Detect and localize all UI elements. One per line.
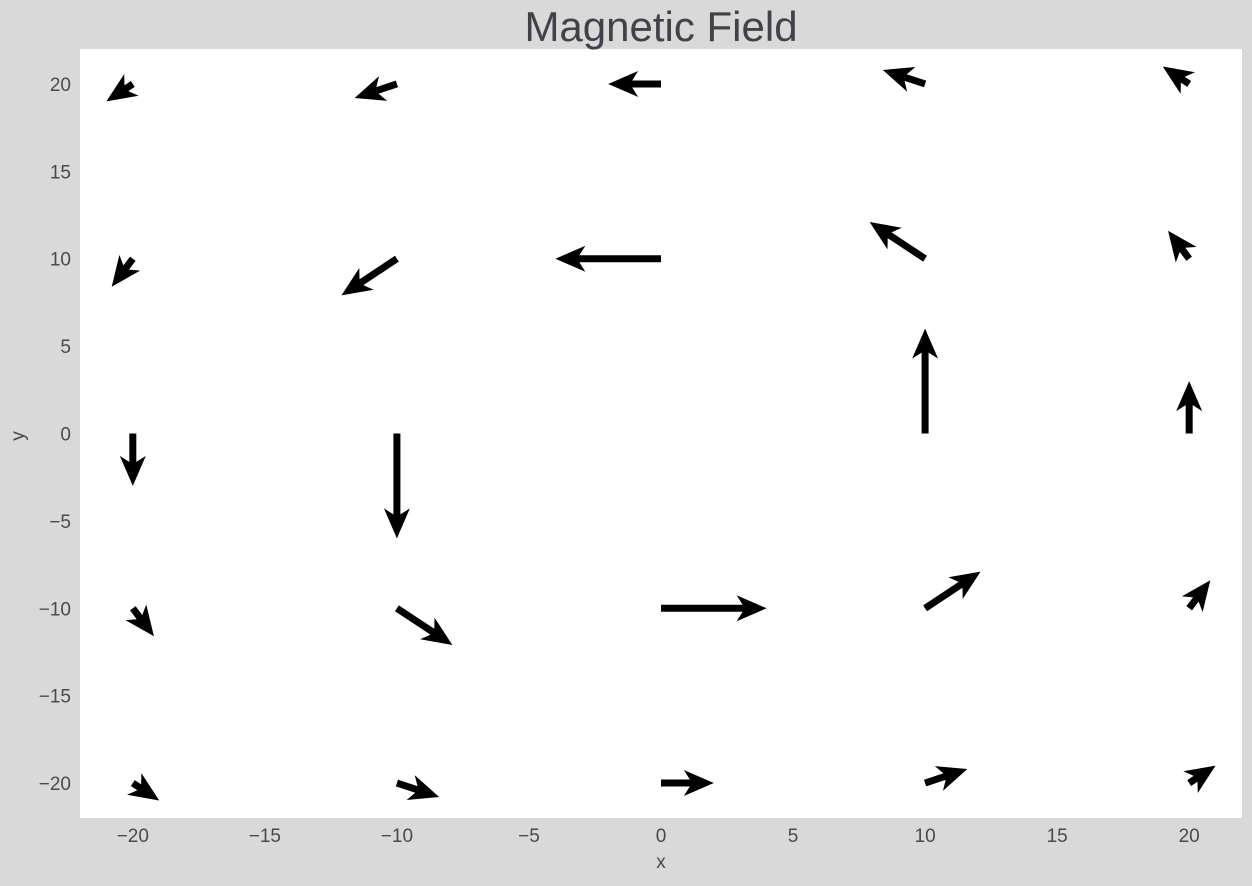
y-tick-label: 20 (50, 75, 71, 96)
field-arrow (882, 67, 927, 92)
x-tick-label: 0 (656, 826, 667, 847)
y-tick-label: −15 (39, 687, 71, 708)
field-arrow (1162, 66, 1195, 94)
field-arrow (923, 571, 981, 612)
plot-area (80, 49, 1242, 818)
field-arrow (1181, 580, 1211, 613)
x-tick-label: −15 (249, 826, 281, 847)
x-tick-label: −5 (518, 826, 540, 847)
field-arrow (395, 775, 440, 800)
field-arrow (111, 254, 141, 287)
y-tick-label: 15 (50, 162, 71, 183)
field-arrow (383, 433, 410, 539)
x-axis-ticks: −20 −15 −10 −5 0 5 10 15 20 (117, 826, 1200, 847)
x-tick-label: 15 (1047, 826, 1068, 847)
field-arrow (661, 770, 714, 797)
field-arrow (555, 245, 661, 272)
field-arrow (394, 605, 453, 645)
y-tick-label: 10 (50, 250, 71, 271)
x-axis-label: x (656, 852, 666, 873)
field-arrow (661, 595, 767, 622)
x-tick-label: 10 (915, 826, 936, 847)
x-tick-label: −20 (117, 826, 149, 847)
x-tick-label: 20 (1179, 826, 1200, 847)
y-tick-label: 5 (60, 337, 71, 358)
field-arrow (608, 70, 661, 97)
field-arrow (923, 766, 968, 791)
field-arrow (912, 328, 939, 434)
field-arrow (341, 255, 399, 296)
x-tick-label: 5 (788, 826, 799, 847)
y-axis-ticks: −20 −15 −10 −5 0 5 10 15 20 (39, 75, 71, 795)
arrow-layer (106, 66, 1216, 801)
y-tick-label: −20 (39, 774, 71, 795)
chart-title: Magnetic Field (524, 3, 797, 50)
y-tick-label: −5 (49, 512, 71, 533)
field-arrow (1168, 230, 1197, 263)
field-arrow (127, 773, 160, 801)
y-tick-label: −10 (39, 599, 71, 620)
field-arrow (119, 433, 146, 486)
field-arrow (869, 222, 928, 262)
field-arrow (1183, 765, 1216, 793)
field-arrow (354, 76, 399, 101)
x-tick-label: −10 (381, 826, 413, 847)
field-arrow (125, 604, 154, 637)
field-arrow (1176, 381, 1203, 434)
y-tick-label: 0 (60, 425, 71, 446)
field-arrow (106, 74, 139, 102)
y-axis-label: y (8, 431, 29, 441)
